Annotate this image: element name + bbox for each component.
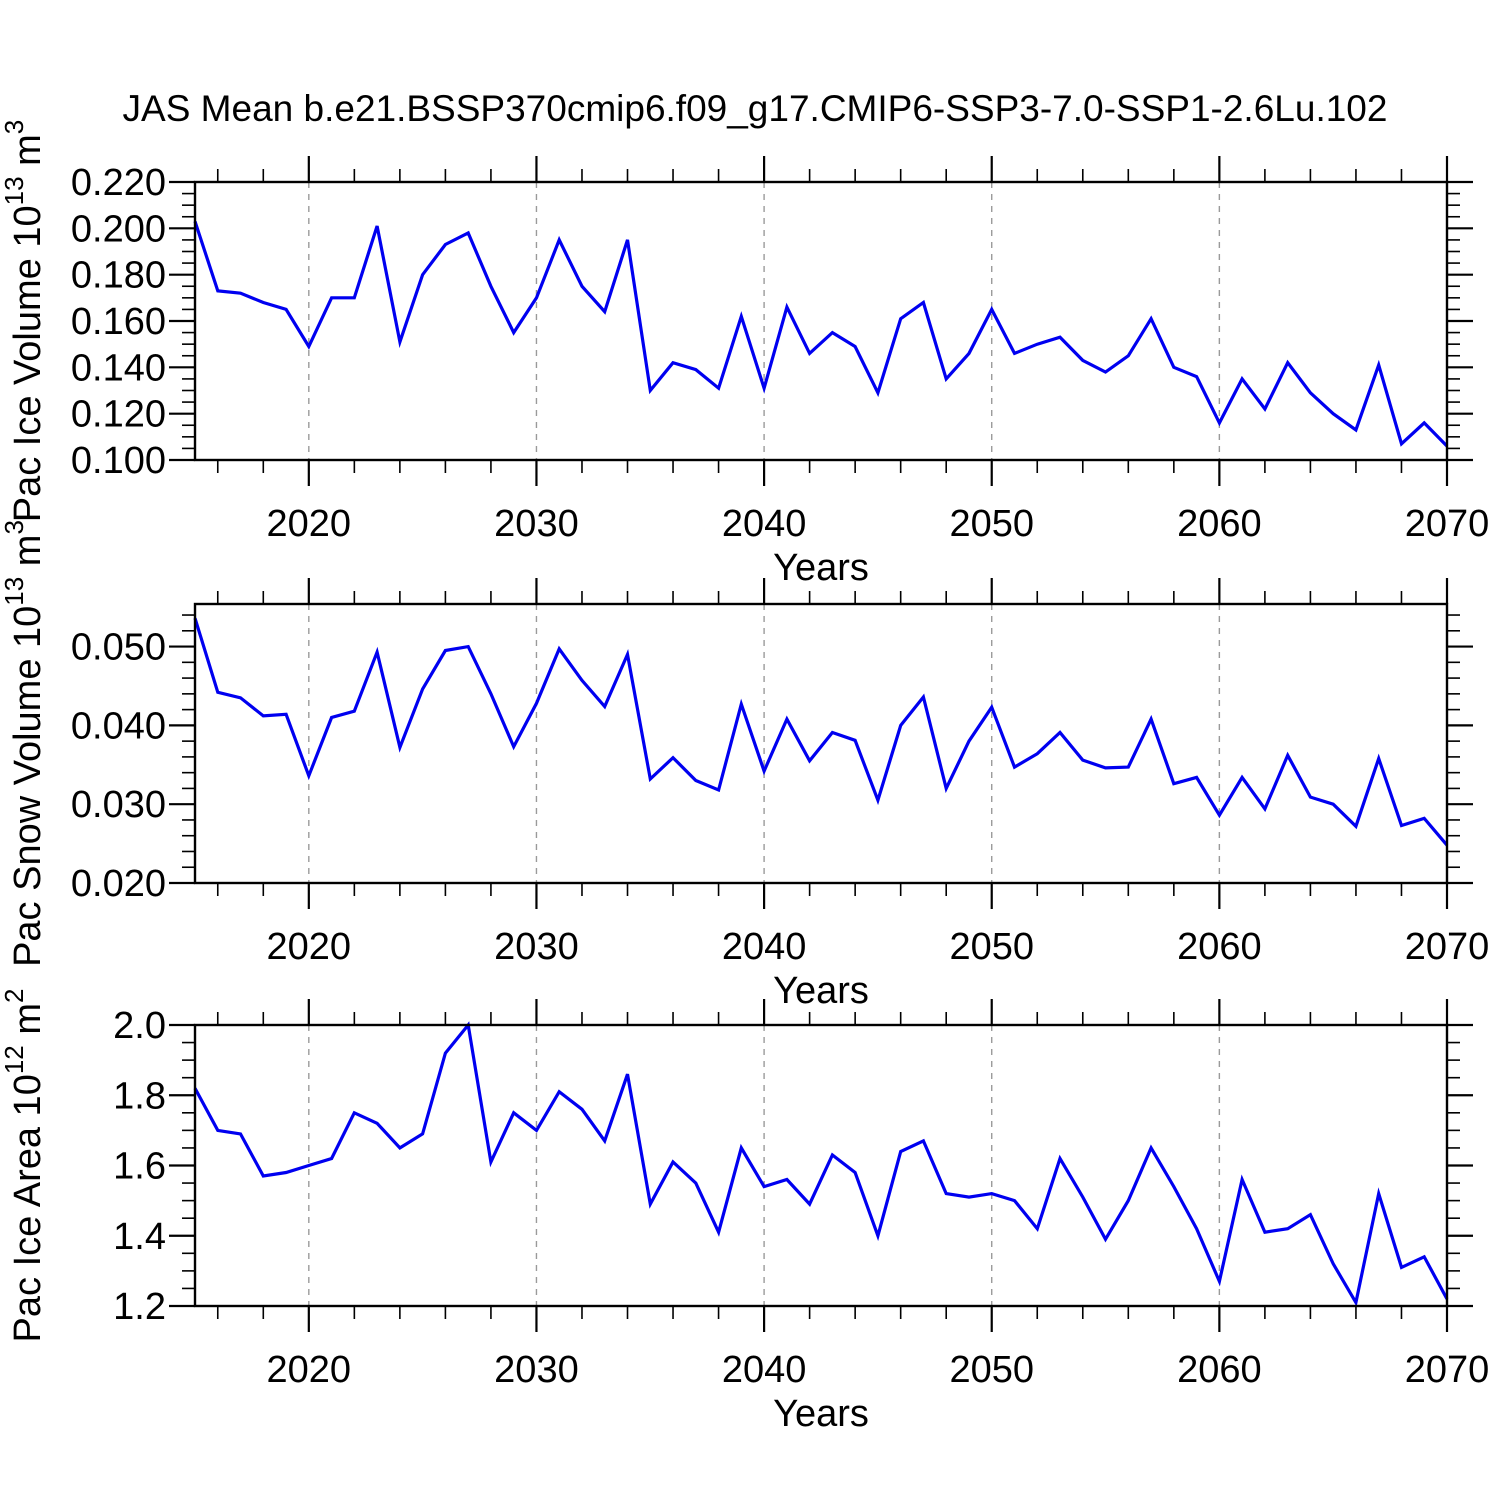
- x-tick-label: 2020: [267, 503, 352, 545]
- pac-snow-volume-series-line: [193, 617, 1449, 847]
- y-axis-title: Pac Ice Area 1012 m2: [0, 989, 49, 1343]
- figure-title: JAS Mean b.e21.BSSP370cmip6.f09_g17.CMIP…: [122, 88, 1388, 129]
- x-tick-label: 2040: [722, 926, 807, 968]
- x-tick-label: 2030: [494, 503, 579, 545]
- plot-frame: [193, 1023, 1449, 1308]
- y-tick-label: 0.120: [71, 394, 166, 436]
- chart-pac-snow-volume: 0.020 0.030 0.040 0.050 2020 2030 2040 2050 2060…: [0, 520, 1489, 1012]
- x-tick-label: 2050: [949, 926, 1034, 968]
- x-tick-label: 2020: [267, 926, 352, 968]
- x-axis-title: Years: [773, 547, 869, 589]
- pac-ice-volume-series-line: [193, 220, 1449, 448]
- pac-ice-area-series-line: [193, 1021, 1449, 1307]
- y-tick-label: 0.020: [71, 863, 166, 905]
- y-tick-label: 0.140: [71, 347, 166, 389]
- gridlines: [308, 1025, 1221, 1306]
- axis-ticks: [169, 999, 1473, 1332]
- axis-ticks: [169, 578, 1473, 909]
- y-axis-title: Pac Ice Volume 1013 m3: [0, 120, 49, 522]
- x-tick-labels: 2020 2030 2040 2050 2060 2070: [267, 503, 1490, 545]
- gridlines: [308, 182, 1221, 460]
- y-tick-label: 1.6: [113, 1146, 166, 1188]
- y-tick-labels: 1.2 1.4 1.6 1.8 2.0: [113, 1005, 166, 1328]
- x-tick-label: 2070: [1405, 926, 1490, 968]
- x-tick-label: 2040: [722, 1349, 807, 1391]
- y-tick-label: 1.2: [113, 1286, 166, 1328]
- y-tick-label: 0.030: [71, 784, 166, 826]
- y-tick-label: 1.4: [113, 1216, 166, 1258]
- x-tick-label: 2060: [1177, 1349, 1262, 1391]
- plot-frame: [193, 602, 1449, 885]
- x-tick-label: 2020: [267, 1349, 352, 1391]
- x-tick-labels: 2020 2030 2040 2050 2060 2070: [267, 1349, 1490, 1391]
- x-tick-label: 2060: [1177, 503, 1262, 545]
- y-tick-label: 0.160: [71, 301, 166, 343]
- gridlines: [308, 604, 1221, 883]
- x-tick-label: 2050: [949, 503, 1034, 545]
- y-tick-label: 0.180: [71, 255, 166, 297]
- x-tick-label: 2070: [1405, 503, 1490, 545]
- y-tick-label: 1.8: [113, 1075, 166, 1117]
- y-tick-label: 0.040: [71, 705, 166, 747]
- x-tick-label: 2040: [722, 503, 807, 545]
- y-tick-label: 0.100: [71, 440, 166, 482]
- y-tick-labels: 0.020 0.030 0.040 0.050: [71, 627, 166, 905]
- y-axis-title: Pac Snow Volume 1013 m3: [0, 520, 49, 967]
- x-tick-label: 2030: [494, 1349, 579, 1391]
- y-tick-label: 0.220: [71, 162, 166, 204]
- plot-frame: [193, 180, 1449, 462]
- chart-pac-ice-area: 1.2 1.4 1.6 1.8 2.0 2020 2030 2040 2050 2060 2070 Y…: [0, 989, 1489, 1435]
- x-axis-title: Years: [773, 1393, 869, 1435]
- x-tick-label: 2060: [1177, 926, 1262, 968]
- x-tick-label: 2030: [494, 926, 579, 968]
- axis-ticks: [169, 156, 1473, 486]
- x-tick-label: 2050: [949, 1349, 1034, 1391]
- x-tick-label: 2070: [1405, 1349, 1490, 1391]
- x-axis-title: Years: [773, 970, 869, 1012]
- x-tick-labels: 2020 2030 2040 2050 2060 2070: [267, 926, 1490, 968]
- y-tick-label: 0.050: [71, 627, 166, 669]
- y-tick-label: 2.0: [113, 1005, 166, 1047]
- y-tick-label: 0.200: [71, 208, 166, 250]
